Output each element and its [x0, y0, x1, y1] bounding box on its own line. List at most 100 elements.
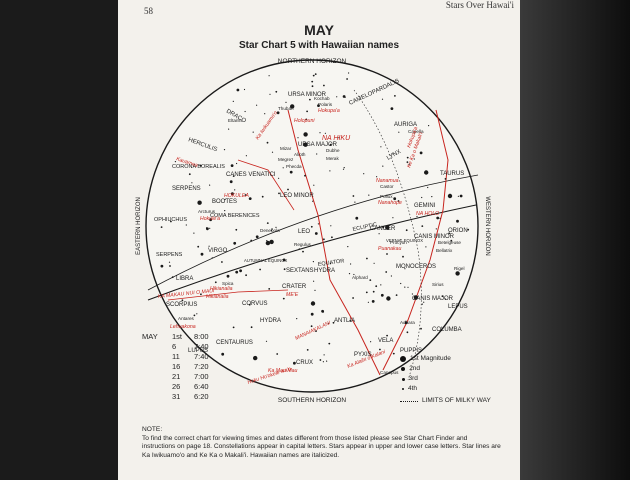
star-dot — [268, 75, 270, 77]
times-row: MAY 1st 8:00 — [142, 332, 209, 341]
star-dot — [310, 312, 314, 316]
star-dot — [386, 334, 388, 337]
star-dot — [407, 286, 409, 288]
star-dot — [224, 210, 226, 212]
star-dot — [380, 284, 382, 286]
south-horizon-label: SOUTHERN HORIZON — [278, 397, 347, 404]
star-dot — [185, 224, 187, 226]
constellation-label: CORONA BOREALIS — [172, 164, 225, 170]
star-dot — [297, 137, 299, 139]
star-dot — [282, 297, 285, 300]
star-dot — [282, 167, 284, 169]
star-name: Merak — [326, 156, 339, 161]
star-dot — [229, 180, 233, 184]
star-name: Alioth — [294, 152, 306, 157]
star-dot — [392, 153, 394, 155]
star-dot — [338, 137, 340, 139]
equator-label: EQUATOR — [317, 258, 344, 268]
star-dot — [314, 289, 316, 291]
star-dot — [221, 261, 223, 263]
star-dot — [236, 88, 240, 92]
constellation-label: SERPENS — [172, 186, 201, 192]
star-line-kauamea — [237, 159, 295, 211]
star-dot — [181, 299, 184, 302]
star-dot — [428, 125, 430, 127]
vernal-equinox-label: VERNAL EQUINOX — [386, 238, 423, 243]
star-dot — [427, 186, 429, 189]
hawaiian-name: Nanamua — [376, 178, 399, 184]
star-dot — [168, 261, 171, 263]
constellation-label: HYDRA — [260, 318, 281, 324]
constellation-label: MONOCEROS — [396, 264, 436, 270]
star-dot — [265, 240, 271, 246]
star-dot — [160, 264, 164, 268]
star-dot — [330, 263, 332, 265]
star-dot — [456, 219, 459, 223]
star-dot — [282, 258, 286, 262]
star-dot — [435, 228, 437, 230]
star-dot — [234, 189, 236, 191]
constellation-label: CRUX — [296, 360, 313, 366]
star-dot — [371, 300, 375, 303]
star-name: Capella — [408, 129, 424, 134]
star-dot — [245, 274, 247, 277]
constellation-label: CANES VENATICI — [226, 172, 276, 178]
star-dot — [419, 151, 423, 155]
star-dot — [312, 200, 314, 202]
star-name: Mizar — [280, 146, 292, 151]
star-dot — [342, 168, 345, 170]
star-dot — [378, 233, 380, 235]
star-dot — [386, 253, 388, 255]
star-dot — [252, 131, 254, 133]
times-month: MAY — [142, 332, 158, 341]
star-dot — [276, 111, 280, 115]
star-dot — [200, 252, 204, 256]
autumnal-equinox-label: AUTUMNAL EQUINOX — [244, 258, 288, 263]
star-dot — [174, 161, 176, 163]
constellation-label: ANTLIA — [334, 318, 355, 324]
constellation-label: GEMINI — [414, 203, 436, 209]
constellation-label: SERPENS — [156, 252, 183, 258]
star-dot — [336, 96, 338, 98]
star-dot — [457, 195, 459, 197]
star-dot — [221, 352, 225, 356]
star-dot — [197, 245, 200, 248]
hawaiian-name: HOKULEA — [224, 193, 249, 199]
running-header: Stars Over Hawai'i — [445, 0, 514, 10]
note-text: To find the correct chart for viewing ti… — [142, 434, 501, 459]
hawaiian-name: Hikianalia — [206, 294, 229, 300]
star-dot — [232, 175, 235, 178]
star-dot — [317, 223, 319, 225]
star-dot — [306, 110, 308, 113]
star-dot — [404, 268, 406, 270]
times-row: 6 7:40 — [172, 342, 209, 351]
star-name: Antares — [178, 316, 195, 321]
star-dot — [309, 98, 311, 101]
star-dot — [447, 193, 453, 199]
star-dot — [232, 100, 234, 102]
constellation-label: CRATER — [282, 284, 307, 290]
star-dot — [278, 177, 280, 179]
star-name: Arcturus — [198, 209, 216, 214]
star-dot — [379, 348, 381, 351]
west-horizon-label: WESTERN HORIZON — [484, 196, 490, 255]
star-dot — [243, 88, 246, 91]
star-dot — [298, 248, 300, 250]
star-dot — [232, 326, 235, 329]
constellation-label: SEXTANS — [286, 268, 314, 274]
star-dot — [355, 216, 359, 220]
star-dot — [235, 228, 238, 231]
star-dot — [366, 257, 368, 260]
viewing-times-table: MAY 1st 8:00 6 7:40 11 7:40 16 7:20 21 7:00 26… — [142, 332, 209, 402]
star-dot — [392, 217, 394, 219]
star-dot — [250, 326, 253, 329]
star-dot — [239, 269, 242, 273]
star-dot — [313, 280, 315, 282]
magnitude-legend: 1st Magnitude 2nd 3rd 4th LIMITS OF MILK… — [400, 354, 491, 406]
star-dot — [352, 297, 354, 299]
star-name: Regulus — [294, 242, 312, 247]
ecliptic-label: ECLIPTIC — [352, 222, 377, 233]
star-dot — [405, 229, 408, 232]
star-dot — [205, 227, 208, 229]
star-dot — [228, 128, 230, 130]
